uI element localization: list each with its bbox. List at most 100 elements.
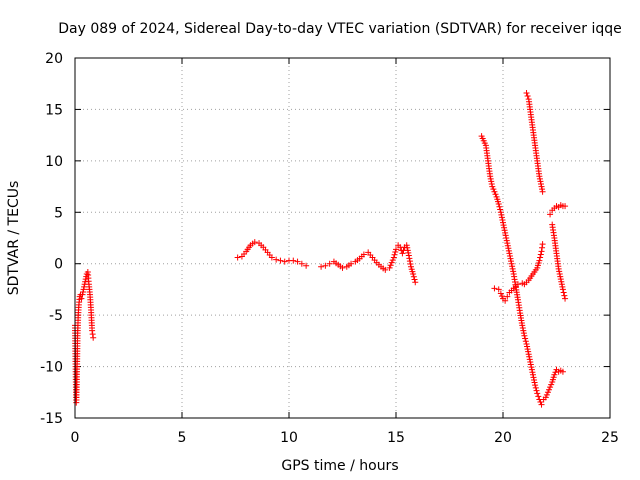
data-point: [487, 175, 494, 182]
data-point: [303, 262, 310, 269]
data-point: [80, 289, 87, 295]
data-point: [326, 260, 333, 267]
data-point: [562, 295, 569, 302]
data-point: [537, 254, 544, 261]
data-point: [532, 382, 539, 389]
data-point: [492, 191, 499, 198]
data-point: [386, 264, 393, 271]
data-point: [548, 381, 555, 388]
data-point: [251, 239, 258, 246]
data-point: [405, 252, 412, 259]
data-point: [539, 186, 546, 193]
y-tick-label: 15: [45, 102, 63, 118]
data-point: [503, 237, 510, 244]
data-point: [388, 259, 395, 266]
data-point: [82, 278, 89, 285]
data-point: [387, 262, 394, 269]
data-point: [551, 371, 558, 378]
data-point: [519, 325, 526, 331]
data-point: [490, 186, 497, 193]
data-point: [556, 271, 563, 277]
data-point: [523, 89, 530, 96]
data-point: [497, 206, 504, 213]
data-point: [491, 285, 498, 292]
data-point: [530, 374, 537, 381]
data-point: [547, 211, 554, 218]
data-point: [544, 389, 551, 396]
data-point: [527, 361, 534, 368]
data-point: [538, 248, 545, 255]
data-point: [404, 244, 411, 251]
data-point: [524, 346, 531, 353]
data-point: [404, 247, 411, 254]
data-point: [534, 390, 541, 397]
data-point: [546, 386, 553, 393]
data-point: [497, 290, 504, 297]
data-point: [495, 201, 502, 208]
data-point: [508, 258, 515, 265]
data-point: [504, 242, 511, 249]
data-point: [391, 251, 398, 258]
x-axis-label: GPS time / hours: [281, 458, 398, 474]
data-point: [526, 356, 533, 363]
data-point: [538, 183, 545, 190]
data-point: [537, 251, 544, 258]
y-axis-label: SDTVAR / TECUs: [6, 181, 22, 296]
data-point: [500, 219, 506, 226]
data-point: [522, 335, 529, 342]
data-point: [508, 260, 515, 267]
data-point: [523, 340, 530, 347]
data-point: [533, 387, 540, 394]
data-point: [234, 254, 241, 261]
chart-title: Day 089 of 2024, Sidereal Day-to-day VTE…: [58, 21, 622, 37]
data-point: [273, 256, 280, 263]
data-point: [502, 297, 509, 304]
data-point: [559, 368, 566, 375]
data-point: [532, 384, 539, 391]
data-point: [405, 249, 412, 256]
data-point: [557, 276, 564, 283]
data-point: [389, 257, 396, 264]
data-point: [489, 183, 496, 190]
data-point: [488, 181, 495, 187]
data-point: [412, 279, 419, 286]
data-point: [399, 250, 406, 257]
data-point: [500, 222, 507, 229]
data-point: [537, 178, 544, 185]
plot-frame: [74, 57, 611, 419]
x-tick-label: 20: [494, 430, 512, 446]
data-point: [559, 283, 566, 290]
data-point: [505, 247, 512, 254]
data-point: [318, 263, 325, 270]
data-point: [501, 224, 508, 231]
data-point: [503, 235, 510, 241]
data-point: [528, 364, 535, 371]
y-tick-label: -5: [49, 308, 63, 324]
data-point: [558, 281, 565, 288]
data-point: [392, 249, 399, 256]
data-point: [506, 250, 513, 257]
data-point: [502, 232, 509, 239]
data-point: [504, 293, 511, 300]
data-point: [504, 240, 511, 247]
data-point: [499, 217, 506, 223]
data-point: [294, 258, 301, 265]
data-point: [498, 214, 505, 221]
data-point: [268, 254, 275, 261]
data-point: [89, 331, 96, 338]
data-point: [558, 278, 565, 285]
data-point: [497, 209, 504, 216]
data-point: [487, 173, 494, 180]
data-point: [495, 286, 502, 293]
data-point: [498, 211, 505, 218]
data-point: [529, 371, 536, 378]
data-point: [529, 369, 536, 376]
y-tick-label: 20: [45, 51, 63, 67]
data-point: [498, 293, 505, 300]
data-point: [410, 271, 417, 277]
data-point: [560, 289, 567, 296]
axis-ticks: 0 5 10 15 20 25 -15 -10 -5 0 5 10 15 20: [40, 51, 619, 446]
data-point: [382, 266, 389, 273]
data-point: [507, 255, 514, 262]
